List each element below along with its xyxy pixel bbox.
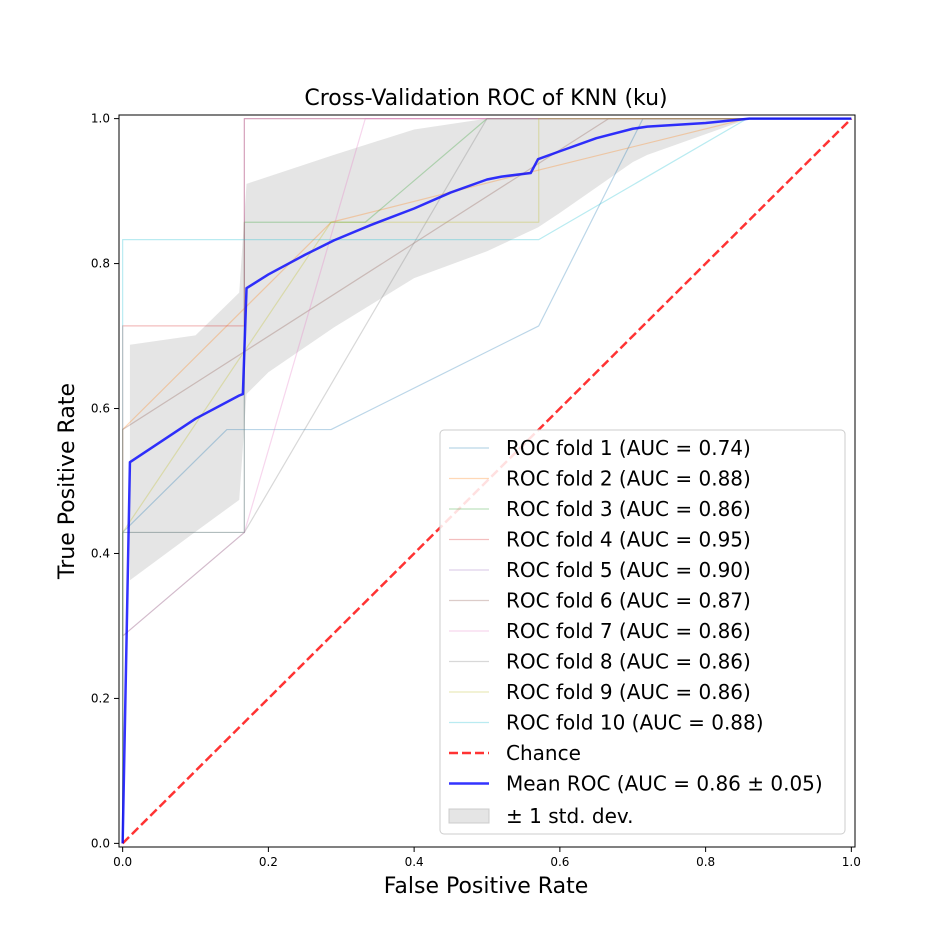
legend-label: ROC fold 8 (AUC = 0.86) [506,650,751,674]
series-6 [122,118,852,844]
y-axis-ticks: 0.0 0.2 0.4 0.6 0.8 1.0 [91,112,119,850]
legend-label: ROC fold 9 (AUC = 0.86) [506,680,751,704]
legend-label: ROC fold 3 (AUC = 0.86) [506,497,751,521]
series-9 [122,118,852,844]
y-tick-label: 0.2 [91,691,110,705]
y-tick-label: 0.8 [91,257,110,271]
legend-label: ROC fold 2 (AUC = 0.88) [506,467,751,491]
x-tick-label: 0.4 [405,855,424,869]
x-tick-label: 1.0 [842,855,861,869]
x-tick-label: 0.6 [550,855,569,869]
chart-title: Cross-Validation ROC of KNN (ku) [304,86,667,111]
y-tick-label: 0.0 [91,836,110,850]
std-band-layer [129,118,852,581]
y-axis-label: True Positive Rate [55,383,80,580]
series-13 [129,118,852,581]
series-1 [122,118,852,844]
series-3 [122,118,852,844]
x-axis-ticks: 0.0 0.2 0.4 0.6 0.8 1.0 [113,847,861,869]
x-tick-label: 0.2 [259,855,278,869]
series-7 [122,118,852,844]
legend-label: ROC fold 5 (AUC = 0.90) [506,558,751,582]
plot-frame [118,114,856,848]
legend-label: ± 1 std. dev. [506,804,634,828]
legend-label: ROC fold 4 (AUC = 0.95) [506,528,751,552]
legend-label: ROC fold 10 (AUC = 0.88) [506,711,764,735]
y-tick-label: 0.4 [91,546,110,560]
legend: ROC fold 1 (AUC = 0.74) ROC fold 2 (AUC =… [439,429,846,835]
series-12 [121,117,852,844]
x-tick-label: 0.0 [113,855,132,869]
legend-label: Mean ROC (AUC = 0.86 ± 0.05) [506,772,823,796]
x-axis-label: False Positive Rate [384,874,588,899]
legend-label: ROC fold 1 (AUC = 0.74) [506,436,751,460]
x-tick-label: 0.8 [696,855,715,869]
legend-label: Chance [506,741,581,765]
legend-label: ROC fold 7 (AUC = 0.86) [506,619,751,643]
legend-swatch [448,808,490,824]
legend-label: ROC fold 6 (AUC = 0.87) [506,589,751,613]
series-8 [122,118,852,844]
legend-box [439,429,846,835]
y-tick-label: 1.0 [91,112,110,126]
y-tick-label: 0.6 [91,402,110,416]
